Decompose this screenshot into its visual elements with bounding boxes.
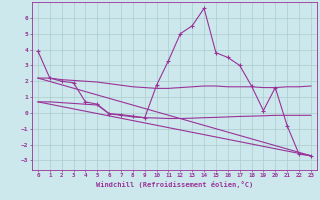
X-axis label: Windchill (Refroidissement éolien,°C): Windchill (Refroidissement éolien,°C) [96, 181, 253, 188]
